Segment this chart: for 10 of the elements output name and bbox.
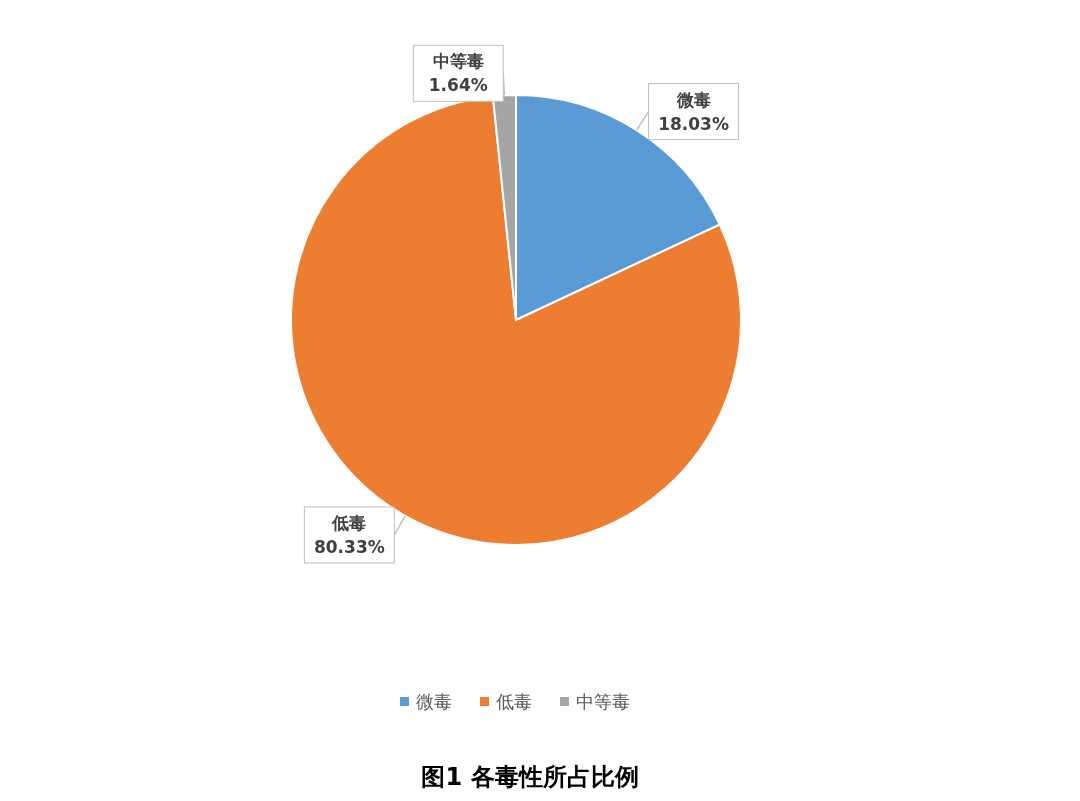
legend-label: 低毒 xyxy=(496,691,532,712)
legend-label: 中等毒 xyxy=(576,691,630,712)
legend-label: 微毒 xyxy=(416,691,452,712)
text: 图1 各毒性所占比例 xyxy=(421,763,639,791)
slice-label: 微毒 xyxy=(675,89,711,110)
data-label: 1.64% xyxy=(428,75,488,96)
data-label: 18.03% xyxy=(658,113,729,134)
slice-label: 中等毒 xyxy=(432,51,484,72)
slice-label: 低毒 xyxy=(331,512,367,533)
data-label: 80.33% xyxy=(313,536,385,557)
